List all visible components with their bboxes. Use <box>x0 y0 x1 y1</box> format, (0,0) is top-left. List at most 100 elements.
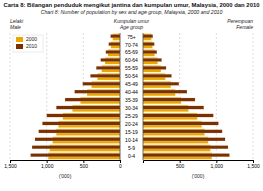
tick: 40-44 <box>125 89 138 95</box>
annotation-line: Female <box>236 24 253 30</box>
tick-label: 15-19 <box>125 129 138 135</box>
legend: 20002010 <box>13 35 43 52</box>
tick-label: 50-54 <box>125 73 138 79</box>
tick: 500 <box>176 160 185 169</box>
tick: 5-9 <box>128 145 135 151</box>
tick: 35-39 <box>125 97 138 103</box>
x-axis: 1,500 1,000 500 0 <box>4 160 122 169</box>
bar <box>143 90 187 93</box>
x-axis-label: ('000) <box>192 173 205 179</box>
tick: 65-69 <box>125 49 138 55</box>
annotation: PerempuanFemale <box>227 18 253 30</box>
chart-title: Carta 8: Bilangan penduduk mengikut jant… <box>3 2 260 8</box>
bar <box>110 34 120 37</box>
bar <box>143 42 154 45</box>
x-axis: 500 1,000 1,500 <box>144 160 260 169</box>
legend-swatch <box>16 44 23 49</box>
tick-label: 0 <box>119 163 122 169</box>
bar <box>143 82 179 85</box>
grid-line <box>120 33 121 160</box>
baseline <box>120 33 121 160</box>
tick: 15-19 <box>125 129 138 135</box>
tick: 55-59 <box>125 65 138 71</box>
tick-label: 0-4 <box>128 153 135 159</box>
tick-label: 5-9 <box>128 145 135 151</box>
bar <box>39 130 120 133</box>
tick: 75+ <box>127 34 136 40</box>
tick-label: 1,500 <box>247 163 260 169</box>
bar <box>143 74 172 77</box>
bar <box>143 34 153 37</box>
bar <box>143 130 222 133</box>
plot-area <box>31 34 120 160</box>
tick: 10-14 <box>125 137 138 143</box>
bar <box>31 153 120 156</box>
bar <box>143 50 157 53</box>
annotation-line: Male <box>10 24 21 30</box>
y-axis-label-line: Age group <box>119 24 143 30</box>
bar <box>106 50 120 53</box>
tick: 1,000 <box>41 160 54 169</box>
tick: 30-34 <box>125 105 138 111</box>
tick-label: 1,500 <box>4 163 17 169</box>
bar <box>90 74 120 77</box>
legend-box <box>13 35 43 52</box>
panel: 1,500 1,000 500 0 <box>4 33 122 169</box>
bar <box>65 98 120 101</box>
tick-label: 45-49 <box>125 81 138 87</box>
bar <box>143 122 219 125</box>
chart-svg: Carta 8: Bilangan penduduk mengikut jant… <box>0 0 263 191</box>
tick-label: 500 <box>176 163 185 169</box>
tick: 1,000 <box>211 160 224 169</box>
bar-series <box>31 34 120 156</box>
bar <box>101 58 120 61</box>
y-axis: 0-4 5-9 10-14 15-19 20-24 25-29 30-34 35-39 40-4… <box>125 34 138 159</box>
tick-label: 65-69 <box>125 49 138 55</box>
axis-line <box>11 161 121 164</box>
tick-label: 500 <box>80 163 89 169</box>
bar <box>143 98 195 101</box>
bar <box>32 146 120 149</box>
tick-label: 35-39 <box>125 97 138 103</box>
legend-swatch <box>16 37 23 42</box>
tick: 0-4 <box>128 153 135 159</box>
tick: 1,500 <box>247 160 260 169</box>
axis-line <box>144 161 254 164</box>
tick: 500 <box>80 160 89 169</box>
tick: 20-24 <box>125 121 138 127</box>
bar <box>42 122 120 125</box>
bar <box>47 114 120 117</box>
tick: 60-64 <box>125 57 138 63</box>
bar <box>56 106 120 109</box>
bar-series <box>143 34 230 156</box>
tick-label: 55-59 <box>125 65 138 71</box>
panel: 500 1,000 1,500 <box>143 33 260 169</box>
tick-label: 40-44 <box>125 89 138 95</box>
legend-item: 2010 <box>16 43 37 49</box>
tick: 50-54 <box>125 73 138 79</box>
grid <box>10 33 120 160</box>
chart-subtitle: Chart 8: Number of population by sex and… <box>41 9 223 15</box>
tick: 0 <box>119 160 122 169</box>
tick-label: 30-34 <box>125 105 138 111</box>
plot-area <box>143 34 230 160</box>
bar <box>143 66 166 69</box>
bar <box>96 66 120 69</box>
bar <box>143 138 225 141</box>
tick-label: 75+ <box>127 34 136 40</box>
bar <box>143 146 228 149</box>
legend-item: 2000 <box>16 36 37 42</box>
grid-line <box>10 33 11 160</box>
bar <box>83 82 120 85</box>
legend-label: 2010 <box>26 43 37 49</box>
tick: 1,500 <box>4 160 17 169</box>
bar <box>109 42 120 45</box>
tick-label: 10-14 <box>125 137 138 143</box>
tick-label: 20-24 <box>125 121 138 127</box>
grid-line <box>253 33 254 160</box>
chart-container: Carta 8: Bilangan penduduk mengikut jant… <box>0 0 263 191</box>
legend-label: 2000 <box>26 36 37 42</box>
tick-label: 60-64 <box>125 57 138 63</box>
annotation: LelakiMale <box>10 18 24 30</box>
tick: 25-29 <box>125 113 138 119</box>
